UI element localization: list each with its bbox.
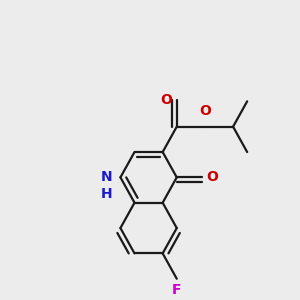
Text: O: O xyxy=(199,104,211,118)
Text: N: N xyxy=(100,170,112,184)
Text: F: F xyxy=(172,283,182,297)
Text: O: O xyxy=(161,93,172,107)
Text: H: H xyxy=(100,187,112,201)
Text: O: O xyxy=(206,170,218,184)
